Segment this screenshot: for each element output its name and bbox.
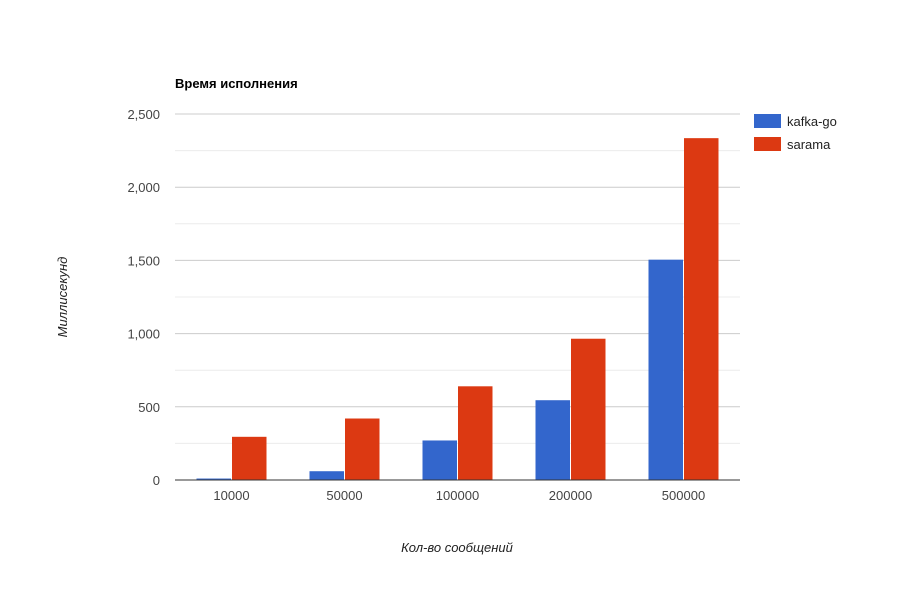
x-tick-label: 500000 [662,488,705,503]
legend-swatch-sarama [754,137,781,151]
gridlines [175,113,740,444]
bar-sarama-10000 [232,436,267,480]
legend-swatch-kafka-go [754,114,781,128]
x-axis-title: Кол-во сообщений [401,540,513,555]
bar-kafka-go-50000 [309,471,344,480]
y-tick-label: 500 [138,400,160,415]
bar-kafka-go-500000 [648,259,683,480]
bars [196,138,719,480]
bar-sarama-500000 [684,138,719,480]
bar-sarama-100000 [458,386,493,480]
axes: 0 500 1,000 1,500 2,000 2,500 10000 50000 100000… [127,107,740,503]
y-axis-title: Миллисекунд [55,257,70,338]
x-tick-label: 200000 [549,488,592,503]
y-tick-label: 1,000 [127,327,160,342]
bar-sarama-50000 [345,418,380,480]
y-tick-label: 1,500 [127,253,160,268]
x-tick-label: 100000 [436,488,479,503]
bar-kafka-go-100000 [422,440,457,480]
y-tick-label: 0 [153,473,160,488]
y-tick-label: 2,000 [127,180,160,195]
legend-label-kafka-go: kafka-go [787,114,837,129]
y-tick-label: 2,500 [127,107,160,122]
x-tick-label: 10000 [213,488,249,503]
legend-label-sarama: sarama [787,137,831,152]
bar-kafka-go-200000 [535,400,570,480]
bar-sarama-200000 [571,338,606,480]
x-tick-label: 50000 [326,488,362,503]
legend: kafka-go sarama [754,114,837,152]
bar-kafka-go-10000 [196,478,231,480]
chart-title: Время исполнения [175,76,298,91]
